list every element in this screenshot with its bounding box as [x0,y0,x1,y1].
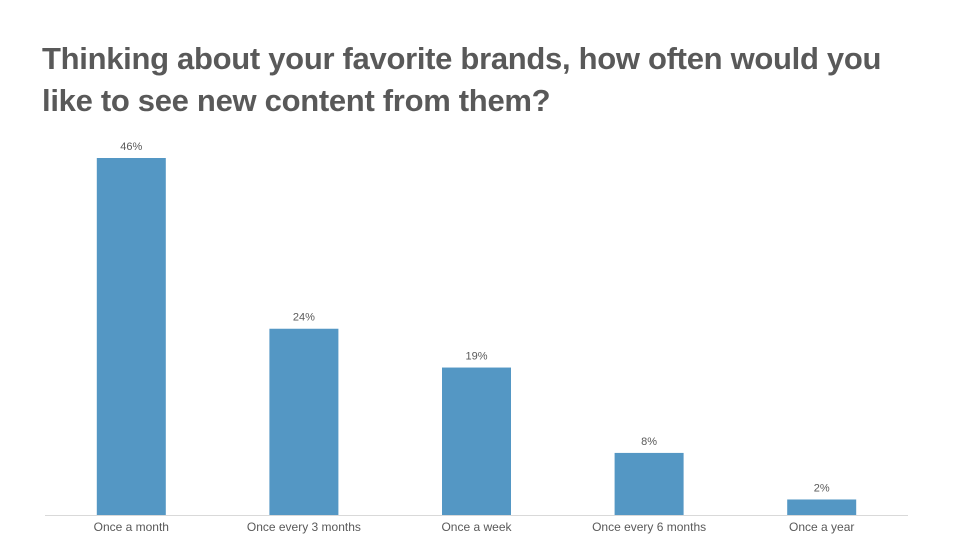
bar [787,499,857,515]
chart-title: Thinking about your favorite brands, how… [42,41,882,118]
bar [614,452,684,515]
value-label: 24% [293,312,315,324]
x-tick-label: Once a year [789,520,854,534]
value-label: 19% [465,351,487,363]
bar [269,328,339,515]
x-tick-label: Once a week [441,520,512,534]
value-label: 8% [641,436,657,448]
value-label: 46% [120,141,142,153]
bar [96,158,166,515]
x-tick-label: Once every 6 months [592,520,706,534]
x-tick-label: Once every 3 months [247,520,361,534]
x-tick-label: Once a month [94,520,169,534]
value-label: 2% [814,482,830,494]
bar [442,367,511,515]
